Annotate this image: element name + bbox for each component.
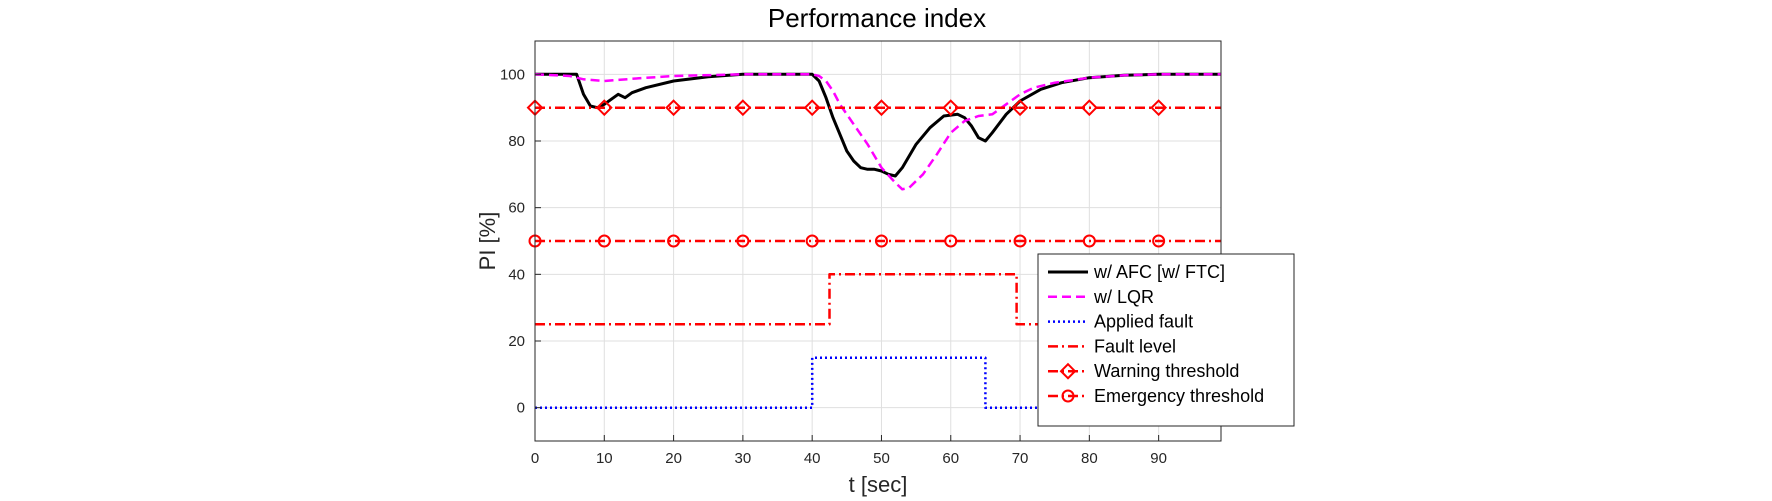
- series-line-0: [535, 72, 1221, 178]
- series-marker-5: [736, 234, 750, 248]
- series-marker-5: [667, 234, 681, 248]
- legend-label-2: Applied fault: [1094, 312, 1193, 332]
- series-line-1: [534, 73, 1221, 191]
- x-tick-label: 20: [665, 450, 682, 467]
- series-marker-4: [1080, 99, 1098, 117]
- y-tick-label: 60: [508, 200, 525, 217]
- x-tick-label: 10: [596, 450, 613, 467]
- x-tick-label: 90: [1150, 450, 1167, 467]
- series-marker-4: [595, 99, 613, 117]
- x-tick-label: 40: [804, 450, 821, 467]
- series-marker-4: [734, 99, 752, 117]
- legend-label-4: Warning threshold: [1094, 361, 1239, 381]
- plot-frame: [534, 40, 1222, 442]
- x-axis-title: t [sec]: [849, 472, 908, 497]
- x-tick-label: 0: [531, 450, 539, 467]
- series-marker-4: [942, 99, 960, 117]
- x-tick-label: 70: [1012, 450, 1029, 467]
- series-marker-5: [597, 234, 611, 248]
- series-marker-5: [1013, 234, 1027, 248]
- series-marker-5: [1152, 234, 1166, 248]
- y-tick-label: 20: [508, 333, 525, 350]
- legend: w/ AFC [w/ FTC] w/ LQR Applied fault Fault …: [1037, 253, 1295, 427]
- y-tick-label: 40: [508, 266, 525, 283]
- series-marker-5: [805, 234, 819, 248]
- series-marker-5: [1082, 234, 1096, 248]
- legend-marker-4: [1059, 362, 1077, 380]
- legend-label-3: Fault level: [1094, 336, 1176, 356]
- x-tick-label: 30: [735, 450, 752, 467]
- x-tick-label: 50: [873, 450, 890, 467]
- legend-box: [1037, 253, 1295, 427]
- legend-label-0: w/ AFC [w/ FTC]: [1093, 262, 1225, 282]
- legend-label-5: Emergency threshold: [1094, 386, 1264, 406]
- y-tick-label: 100: [500, 66, 525, 83]
- legend-marker-5: [1061, 389, 1075, 403]
- chart-title: Performance index: [768, 3, 986, 33]
- series-marker-4: [873, 99, 890, 117]
- legend-label-1: w/ LQR: [1093, 287, 1154, 307]
- y-axis-title: PI [%]: [475, 212, 500, 271]
- series-marker-4: [665, 99, 683, 117]
- series-line-2: [535, 356, 1221, 409]
- y-tick-label: 0: [517, 400, 525, 417]
- x-tick-label: 60: [942, 450, 959, 467]
- axis-ticks: 0 10 20 30 40 50 60 70 80 90 0 20 40 60 80 100: [500, 66, 1167, 467]
- y-tick-label: 80: [508, 133, 525, 150]
- series-marker-5: [874, 234, 888, 248]
- series-marker-5: [944, 234, 958, 248]
- series-marker-4: [803, 99, 821, 117]
- series-marker-4: [1150, 99, 1168, 117]
- x-tick-label: 80: [1081, 450, 1098, 467]
- series-marker-4: [1011, 99, 1029, 117]
